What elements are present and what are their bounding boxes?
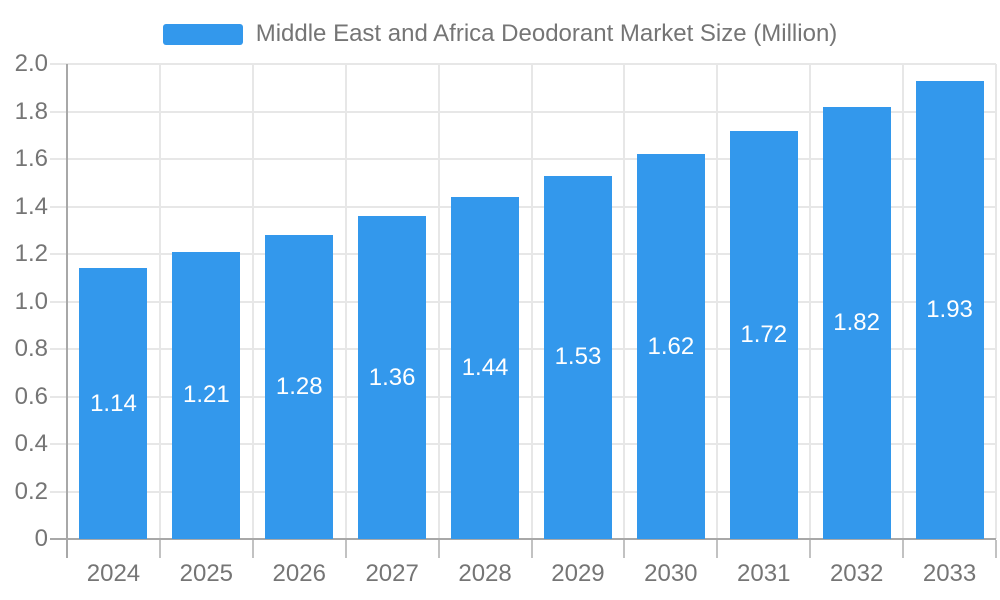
x-axis-tick — [344, 540, 347, 558]
x-tick-label: 2027 — [365, 560, 419, 587]
x-axis-tick — [716, 540, 719, 558]
x-gridline — [623, 64, 626, 539]
x-tick-label: 2026 — [272, 560, 326, 587]
x-gridline — [716, 64, 719, 539]
legend-label: Middle East and Africa Deodorant Market … — [255, 20, 838, 47]
y-gridline — [50, 158, 996, 160]
x-axis-tick — [809, 540, 812, 558]
bar-value-label: 1.53 — [554, 343, 602, 371]
y-gridline — [50, 110, 996, 113]
y-gridline — [50, 253, 996, 255]
x-gridline — [437, 64, 440, 539]
bar-value-label: 1.93 — [926, 295, 973, 323]
x-gridline — [995, 64, 997, 539]
x-axis-tick — [623, 540, 626, 558]
y-gridline — [50, 348, 996, 350]
x-tick-label: 2032 — [829, 560, 884, 587]
x-tick-label: 2024 — [86, 560, 141, 587]
legend-swatch-icon — [162, 23, 243, 45]
bar-value-label: 1.28 — [275, 373, 323, 400]
y-tick-label: 0.6 — [14, 382, 48, 410]
bar-2029[interactable]: 1.53 — [543, 175, 612, 539]
x-tick-label: 2030 — [644, 560, 698, 587]
x-gridline — [158, 64, 161, 539]
bar-2024[interactable]: 1.14 — [79, 268, 148, 539]
y-tick-label: 2.0 — [14, 50, 48, 77]
bar-2032[interactable]: 1.82 — [822, 106, 891, 539]
y-tick-label: 1.4 — [14, 192, 48, 220]
y-gridline — [50, 205, 996, 208]
bar-2033[interactable]: 1.93 — [915, 80, 984, 539]
y-gridline — [50, 63, 996, 65]
bar-value-label: 1.36 — [368, 363, 416, 391]
y-tick-label: 1.0 — [14, 287, 48, 315]
x-tick-label: 2029 — [551, 560, 605, 587]
x-axis-tick — [902, 540, 905, 558]
y-tick-label: 1.6 — [14, 145, 48, 172]
y-gridline — [50, 300, 996, 303]
y-gridline — [50, 395, 996, 398]
bar-2028[interactable]: 1.44 — [451, 197, 520, 539]
x-tick-label: 2031 — [737, 560, 791, 587]
bar-value-label: 1.14 — [90, 389, 137, 417]
legend[interactable]: Middle East and Africa Deodorant Market … — [0, 20, 1000, 47]
bar-value-label: 1.82 — [833, 308, 880, 336]
bar-2031[interactable]: 1.72 — [729, 130, 798, 539]
x-tick-label: 2028 — [458, 560, 512, 587]
bar-value-label: 1.21 — [182, 381, 230, 409]
x-axis — [50, 538, 996, 540]
x-gridline — [344, 64, 347, 539]
y-tick-label: 0 — [34, 525, 48, 552]
x-gridline — [809, 64, 812, 539]
bar-2026[interactable]: 1.28 — [265, 235, 334, 539]
x-tick-label: 2025 — [179, 560, 234, 587]
x-axis-tick — [530, 540, 533, 558]
y-gridline — [50, 443, 996, 445]
y-tick-label: 0.8 — [14, 335, 48, 362]
x-gridline — [251, 64, 254, 539]
x-axis-tick — [437, 540, 440, 558]
x-gridline — [530, 64, 533, 539]
x-axis-tick — [251, 540, 254, 558]
y-tick-label: 0.4 — [14, 430, 48, 457]
x-axis-tick — [158, 540, 161, 558]
x-gridline — [902, 64, 905, 539]
y-tick-label: 0.2 — [14, 477, 48, 505]
bar-2030[interactable]: 1.62 — [636, 154, 705, 539]
x-axis-tick — [995, 540, 997, 558]
bar-value-label: 1.44 — [461, 354, 509, 381]
y-axis — [66, 64, 68, 558]
bar-value-label: 1.62 — [647, 332, 695, 360]
y-tick-label: 1.8 — [14, 97, 48, 125]
bar-2025[interactable]: 1.21 — [172, 251, 241, 539]
x-tick-label: 2033 — [922, 560, 977, 587]
bar-2027[interactable]: 1.36 — [358, 216, 427, 539]
y-tick-label: 1.2 — [14, 240, 48, 267]
y-gridline — [50, 490, 996, 493]
bar-value-label: 1.72 — [740, 320, 788, 348]
